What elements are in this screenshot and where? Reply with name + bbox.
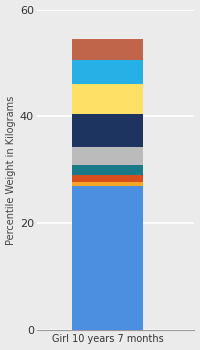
Bar xyxy=(72,175,143,182)
Bar xyxy=(72,114,143,147)
Bar xyxy=(72,147,143,164)
Y-axis label: Percentile Weight in Kilograms: Percentile Weight in Kilograms xyxy=(6,95,16,245)
Bar xyxy=(72,39,143,60)
Bar xyxy=(72,84,143,114)
Bar xyxy=(72,60,143,84)
Bar xyxy=(72,164,143,175)
Bar xyxy=(72,182,143,186)
Bar xyxy=(72,186,143,330)
